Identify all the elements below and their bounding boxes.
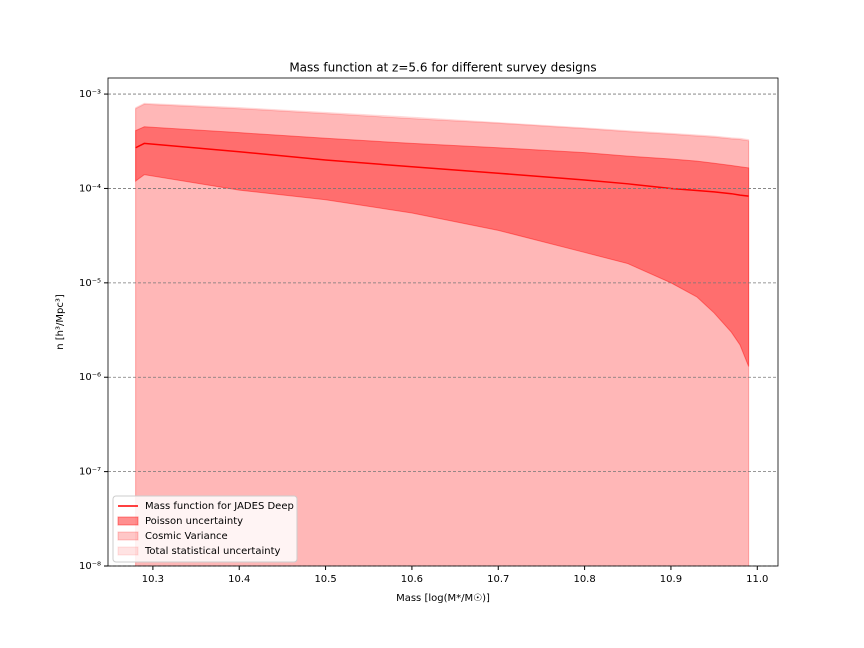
band [135, 102, 750, 566]
plot-area [135, 102, 750, 566]
y-axis-label: n [h³/Mpc³] [55, 294, 66, 350]
x-tick-label: 11.0 [746, 574, 768, 585]
legend-label: Cosmic Variance [145, 531, 228, 542]
x-axis-label: Mass [log(M*/M☉)] [396, 593, 490, 604]
x-tick-label: 10.9 [660, 574, 682, 585]
x-tick-label: 10.7 [487, 574, 509, 585]
y-tick-label: 10⁻⁴ [79, 183, 101, 194]
x-tick-label: 10.8 [573, 574, 595, 585]
x-tick-label: 10.6 [401, 574, 423, 585]
y-tick-label: 10⁻⁶ [79, 372, 101, 383]
x-tick-label: 10.3 [142, 574, 164, 585]
y-tick-label: 10⁻⁷ [79, 467, 101, 478]
legend-patch [117, 531, 139, 541]
y-tick-label: 10⁻⁸ [79, 561, 101, 572]
legend-label: Total statistical uncertainty [144, 546, 281, 557]
x-tick-label: 10.5 [314, 574, 336, 585]
band [135, 126, 750, 367]
y-tick-label: 10⁻⁵ [79, 278, 101, 289]
legend-box [112, 495, 298, 563]
legend-patch [117, 546, 139, 556]
legend-label: Mass function for JADES Deep [145, 501, 294, 512]
line [135, 142, 749, 197]
y-tick-label: 10⁻³ [79, 89, 101, 100]
legend-patch [117, 516, 139, 526]
band [135, 103, 750, 566]
x-tick-label: 10.4 [228, 574, 250, 585]
plot-frame [107, 77, 779, 567]
legend-label: Poisson uncertainty [145, 516, 243, 527]
chart-title: Mass function at z=5.6 for different sur… [289, 61, 596, 75]
